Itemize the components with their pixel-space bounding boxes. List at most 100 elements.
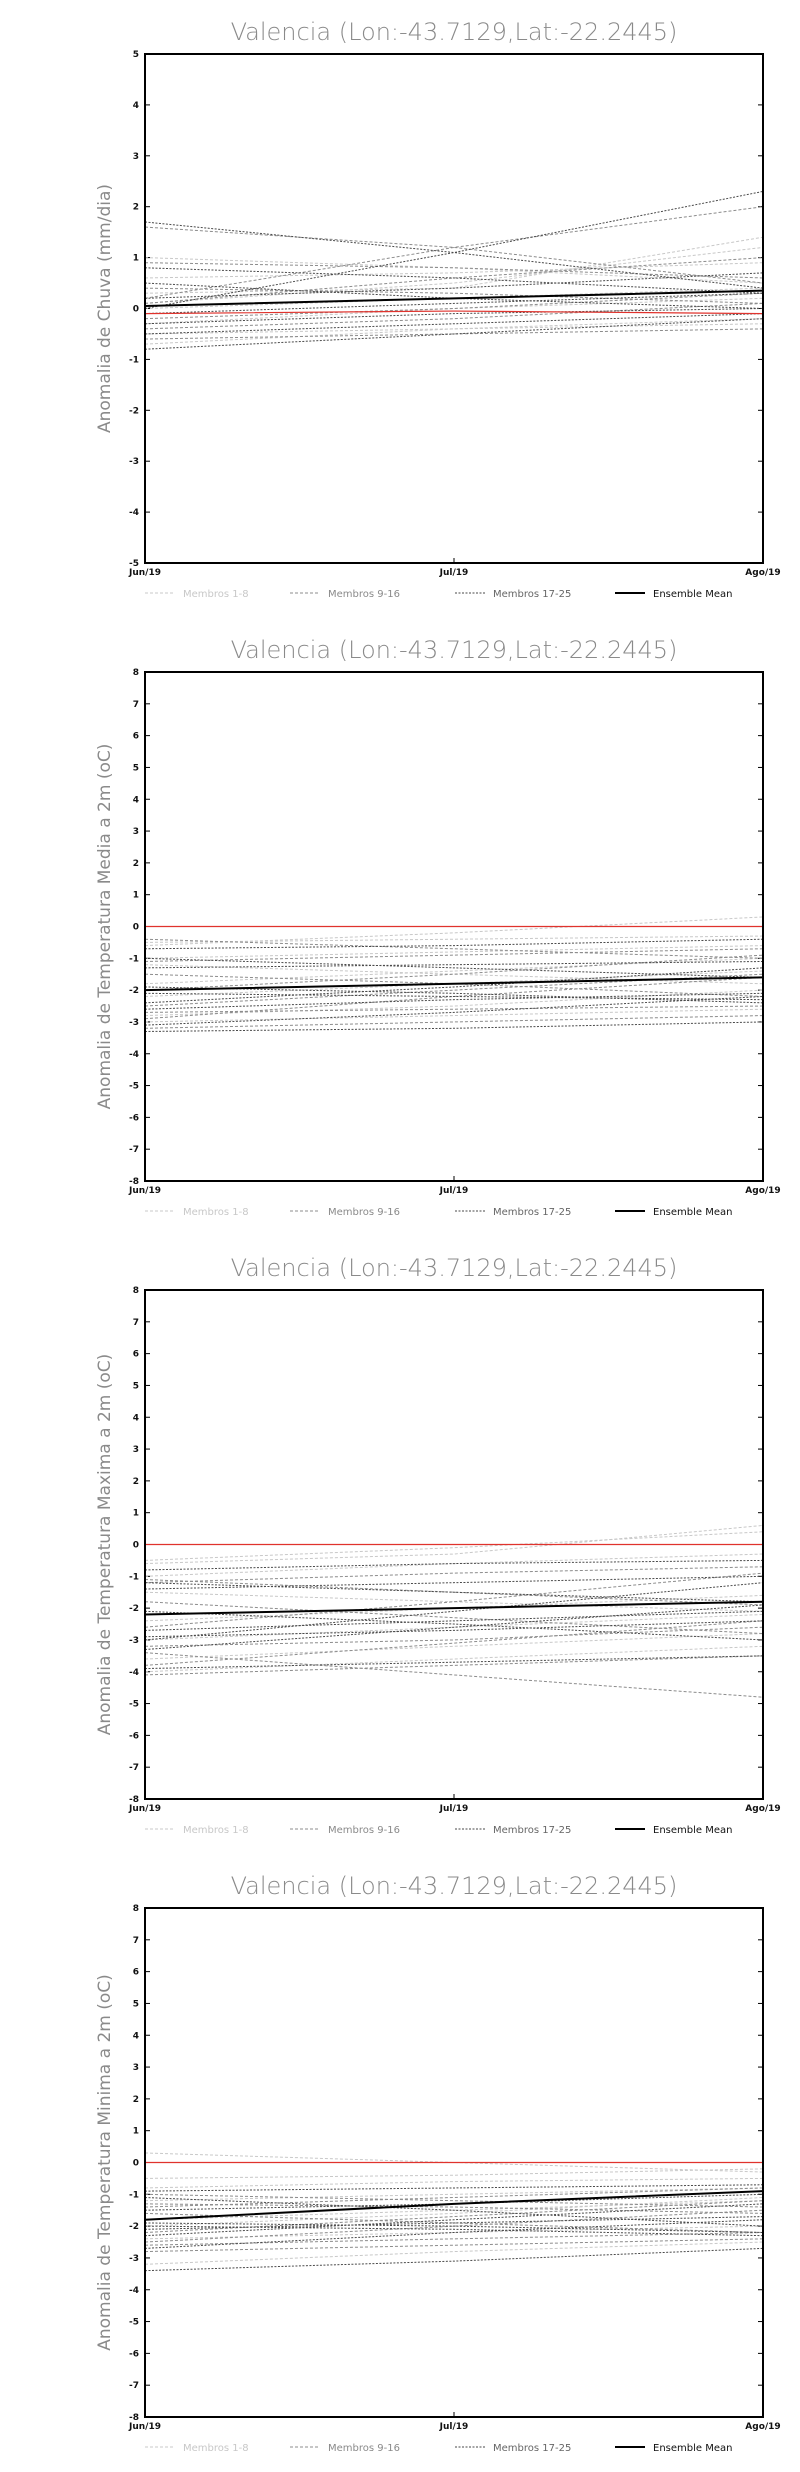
member-line-5 — [144, 1645, 764, 1673]
legend-label-2: Membros 9-16 — [328, 589, 400, 600]
member-line-15 — [144, 328, 764, 340]
y-tick-label: -5 — [129, 1700, 139, 1710]
y-tick-label: 6 — [133, 732, 139, 742]
legend-label-1: Membros 1-8 — [183, 2443, 249, 2454]
member-line-6 — [144, 1591, 764, 1612]
legend-label-3: Membros 17-25 — [493, 1825, 571, 1836]
member-line-3 — [144, 2225, 764, 2240]
member-line-10 — [144, 2187, 764, 2208]
member-line-8 — [144, 2177, 764, 2189]
chart-title: Valencia (Lon:-43.7129,Lat:-22.2445) — [231, 1872, 678, 1900]
y-tick-label: -1 — [129, 2190, 139, 2200]
y-tick-label: 4 — [133, 1413, 139, 1423]
member-line-9 — [144, 226, 764, 284]
member-line-15 — [144, 2203, 764, 2214]
legend-label-3: Membros 17-25 — [493, 589, 571, 600]
legend-label-2: Membros 9-16 — [328, 1207, 400, 1218]
member-line-13 — [144, 2200, 764, 2233]
member-line-13 — [144, 954, 764, 991]
y-tick-label: 3 — [133, 152, 139, 162]
member-line-2 — [144, 236, 764, 294]
chart-title: Valencia (Lon:-43.7129,Lat:-22.2445) — [231, 1254, 678, 1282]
y-tick-label: -3 — [129, 1018, 139, 1028]
member-line-21 — [144, 308, 764, 325]
member-line-15 — [144, 1578, 764, 1606]
y-tick-label: -3 — [129, 457, 139, 467]
member-line-14 — [144, 2238, 764, 2253]
x-tick-label: Jul/19 — [439, 568, 469, 578]
y-tick-label: -7 — [129, 1763, 139, 1773]
member-line-13 — [144, 1572, 764, 1628]
x-tick-label: Jul/19 — [439, 2422, 469, 2432]
y-tick-label: -1 — [129, 954, 139, 964]
member-line-25 — [144, 2219, 764, 2249]
member-line-7 — [144, 262, 764, 279]
y-tick-label: -6 — [129, 1113, 139, 1123]
y-axis-label: Anomalia de Temperatura Media a 2m (oC) — [95, 744, 115, 1110]
x-tick-label: Ago/19 — [745, 568, 780, 578]
member-line-12 — [144, 1601, 764, 1635]
plot-frame — [144, 1289, 764, 1800]
y-tick-label: -1 — [129, 355, 139, 365]
member-line-24 — [144, 267, 764, 294]
member-line-25 — [144, 995, 764, 1026]
member-line-24 — [144, 2225, 764, 2237]
y-tick-label: 3 — [133, 1445, 139, 1455]
ensemble-mean-line — [144, 1600, 764, 1616]
y-tick-label: 6 — [133, 1968, 139, 1978]
member-line-1 — [144, 1524, 764, 1565]
member-line-10 — [144, 206, 764, 299]
y-tick-label: -2 — [129, 2222, 139, 2232]
y-tick-label: 0 — [133, 305, 139, 315]
y-axis-label: Anomalia de Chuva (mm/dia) — [95, 184, 115, 433]
member-line-9 — [144, 2212, 764, 2233]
y-tick-label: -2 — [129, 406, 139, 416]
member-line-11 — [144, 1015, 764, 1029]
x-tick-label: Ago/19 — [745, 2422, 780, 2432]
y-tick-label: 3 — [133, 827, 139, 837]
legend-label-3: Membros 17-25 — [493, 2443, 571, 2454]
member-line-5 — [144, 246, 764, 304]
member-line-13 — [144, 302, 764, 330]
y-tick-label: -1 — [129, 1572, 139, 1582]
member-line-16 — [144, 1620, 764, 1666]
x-tick-label: Jul/19 — [439, 1804, 469, 1814]
y-tick-label: -8 — [129, 2413, 139, 2423]
y-tick-label: 0 — [133, 2159, 139, 2169]
member-line-4 — [144, 323, 764, 335]
chart-title: Valencia (Lon:-43.7129,Lat:-22.2445) — [231, 18, 678, 46]
legend-label-2: Membros 9-16 — [328, 1825, 400, 1836]
y-tick-label: -4 — [129, 1050, 139, 1060]
member-line-11 — [144, 292, 764, 320]
member-line-7 — [144, 1613, 764, 1641]
member-line-18 — [144, 1620, 764, 1638]
member-line-11 — [144, 1655, 764, 1676]
member-line-20 — [144, 1655, 764, 1670]
y-tick-label: 7 — [133, 700, 139, 710]
plot-frame — [144, 53, 764, 564]
member-line-23 — [144, 2196, 764, 2227]
member-line-7 — [144, 970, 764, 997]
y-tick-label: -5 — [129, 1082, 139, 1092]
y-tick-label: -7 — [129, 1145, 139, 1155]
y-tick-label: -4 — [129, 1668, 139, 1678]
member-line-23 — [144, 957, 764, 978]
member-line-16 — [144, 2209, 764, 2243]
member-line-18 — [144, 992, 764, 1010]
ensemble-mean-line — [144, 289, 764, 307]
legend-label-2: Membros 9-16 — [328, 2443, 400, 2454]
x-tick-label: Jun/19 — [128, 2422, 161, 2432]
member-line-20 — [144, 282, 764, 309]
chart-panel-4: Valencia (Lon:-43.7129,Lat:-22.2445) Anom… — [95, 1872, 781, 2454]
member-line-23 — [144, 1582, 764, 1603]
member-line-10 — [144, 1566, 764, 1584]
member-line-1 — [144, 2152, 764, 2173]
member-line-5 — [144, 2241, 764, 2265]
y-tick-label: 3 — [133, 2063, 139, 2073]
x-tick-label: Jul/19 — [439, 1186, 469, 1196]
legend-label-1: Membros 1-8 — [183, 1207, 249, 1218]
legend-label-4: Ensemble Mean — [653, 1825, 732, 1836]
member-line-19 — [144, 960, 764, 969]
reference-line — [144, 310, 764, 315]
member-line-25 — [144, 292, 764, 315]
